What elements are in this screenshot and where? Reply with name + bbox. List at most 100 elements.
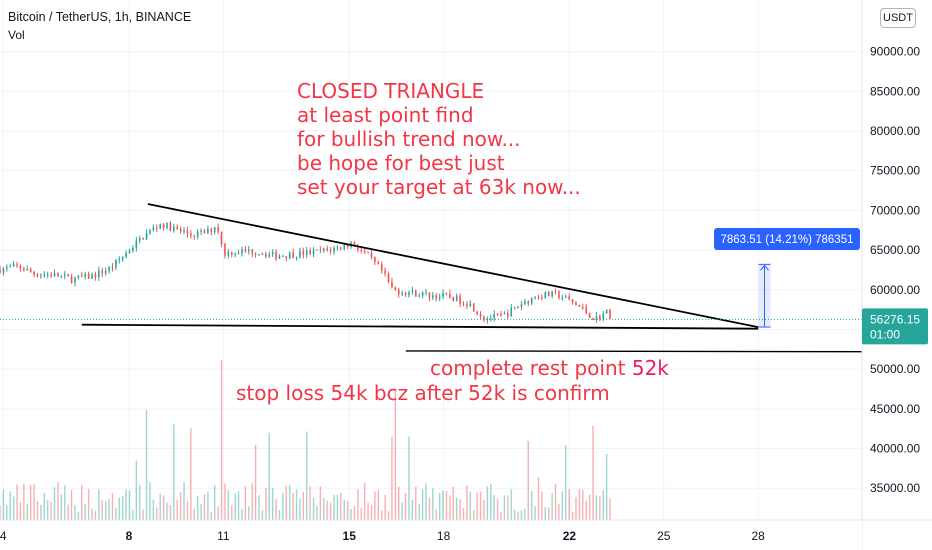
candle-body bbox=[489, 318, 492, 320]
volume-bar bbox=[64, 485, 66, 520]
price-tick-label: 60000.00 bbox=[870, 283, 920, 297]
candle-body bbox=[159, 223, 161, 229]
annotation-line: for bullish trend now... bbox=[297, 127, 521, 151]
triangle-upper-line bbox=[147, 203, 759, 328]
volume-bar bbox=[251, 483, 253, 520]
volume-bar bbox=[282, 492, 284, 520]
candle-body bbox=[244, 249, 247, 252]
volume-bar bbox=[316, 506, 318, 520]
volume-bar bbox=[384, 494, 386, 520]
price-tick-label: 50000.00 bbox=[870, 362, 920, 376]
volume-bar bbox=[67, 504, 69, 520]
candle-body bbox=[9, 266, 12, 268]
candle-body bbox=[530, 298, 533, 304]
last-price-label: 56276.15 bbox=[870, 312, 920, 326]
volume-bar bbox=[438, 493, 441, 520]
time-axis[interactable]: 4 8 11 15 18 22 25 28 bbox=[0, 519, 932, 550]
candle-body bbox=[592, 318, 594, 320]
candle-body bbox=[360, 249, 363, 251]
candle-body bbox=[278, 256, 281, 259]
price-tick-label: 80000.00 bbox=[870, 124, 920, 138]
volume-bar bbox=[16, 484, 18, 520]
volume-bar bbox=[398, 486, 400, 520]
annotation-stop-loss: stop loss 54k bcz after 52k is confirm bbox=[236, 381, 610, 405]
candle-body bbox=[326, 248, 328, 250]
candle-body bbox=[292, 252, 294, 258]
volume-bar bbox=[244, 486, 247, 520]
candle-body bbox=[200, 230, 202, 232]
currency-button[interactable]: USDT bbox=[880, 8, 916, 28]
price-tick-label: 90000.00 bbox=[870, 45, 920, 59]
candle-body bbox=[183, 230, 185, 232]
candle-body bbox=[353, 242, 356, 247]
volume-bar bbox=[548, 507, 550, 520]
volume-bar bbox=[524, 508, 526, 520]
volume-bar bbox=[70, 489, 73, 520]
volume-bars bbox=[0, 360, 611, 520]
volume-bar bbox=[336, 494, 339, 520]
candle-body bbox=[581, 306, 584, 308]
volume-bar bbox=[98, 489, 100, 520]
candle-body bbox=[445, 293, 448, 295]
volume-bar bbox=[203, 494, 206, 520]
candle-body bbox=[438, 296, 441, 299]
candle-body bbox=[343, 244, 346, 250]
volume-bar bbox=[210, 511, 213, 520]
candle-body bbox=[12, 264, 15, 267]
candle-body bbox=[98, 270, 100, 278]
candle-body bbox=[43, 274, 46, 276]
volume-bar bbox=[582, 489, 584, 520]
volume-bar bbox=[115, 507, 117, 520]
volume-bar bbox=[60, 494, 63, 520]
price-tick-label: 65000.00 bbox=[870, 243, 920, 257]
volume-bar bbox=[237, 491, 240, 520]
volume-bar bbox=[87, 488, 90, 520]
volume-bar bbox=[483, 499, 485, 520]
time-tick-label: 25 bbox=[657, 529, 671, 543]
volume-bar bbox=[435, 509, 437, 520]
candle-body bbox=[186, 230, 189, 234]
volume-bar bbox=[258, 495, 260, 520]
price-axis[interactable]: 35000.0040000.0045000.0050000.0055000.00… bbox=[861, 0, 932, 550]
candle-body bbox=[459, 295, 461, 304]
candle-body bbox=[486, 318, 489, 321]
volume-bar bbox=[234, 493, 236, 520]
volume-bar bbox=[186, 501, 189, 520]
price-tick-label: 75000.00 bbox=[870, 164, 920, 178]
candle-body bbox=[302, 251, 305, 255]
volume-bar bbox=[425, 483, 427, 520]
candle-body bbox=[496, 313, 499, 315]
volume-bar bbox=[108, 499, 110, 520]
volume-indicator-label[interactable]: Vol bbox=[8, 28, 25, 42]
volume-bar bbox=[421, 489, 424, 520]
volume-bar bbox=[561, 491, 564, 520]
candle-body bbox=[155, 227, 158, 229]
volume-bar bbox=[231, 505, 233, 520]
candle-body bbox=[33, 272, 35, 275]
candle-body bbox=[510, 307, 513, 317]
volume-bar bbox=[442, 490, 444, 520]
candle-body bbox=[377, 261, 380, 265]
candle-body bbox=[527, 301, 530, 304]
volume-bar bbox=[288, 484, 291, 520]
candle-body bbox=[125, 252, 127, 257]
candle-body bbox=[173, 226, 175, 231]
time-tick-label: 15 bbox=[343, 529, 357, 543]
volume-bar bbox=[363, 482, 366, 520]
symbol-title[interactable]: Bitcoin / TetherUS, 1h, BINANCE bbox=[8, 10, 192, 24]
candle-body bbox=[176, 226, 179, 229]
candle-body bbox=[111, 267, 114, 269]
volume-bar bbox=[241, 508, 243, 520]
candle-body bbox=[261, 254, 264, 256]
volume-bar bbox=[125, 489, 127, 520]
support-line bbox=[405, 350, 863, 353]
volume-bar bbox=[135, 460, 138, 520]
candle-body bbox=[234, 253, 236, 255]
volume-bar bbox=[599, 496, 601, 520]
volume-bar bbox=[142, 509, 144, 520]
candle-body bbox=[0, 269, 1, 273]
volume-bar bbox=[57, 482, 59, 520]
volume-bar bbox=[94, 510, 97, 520]
